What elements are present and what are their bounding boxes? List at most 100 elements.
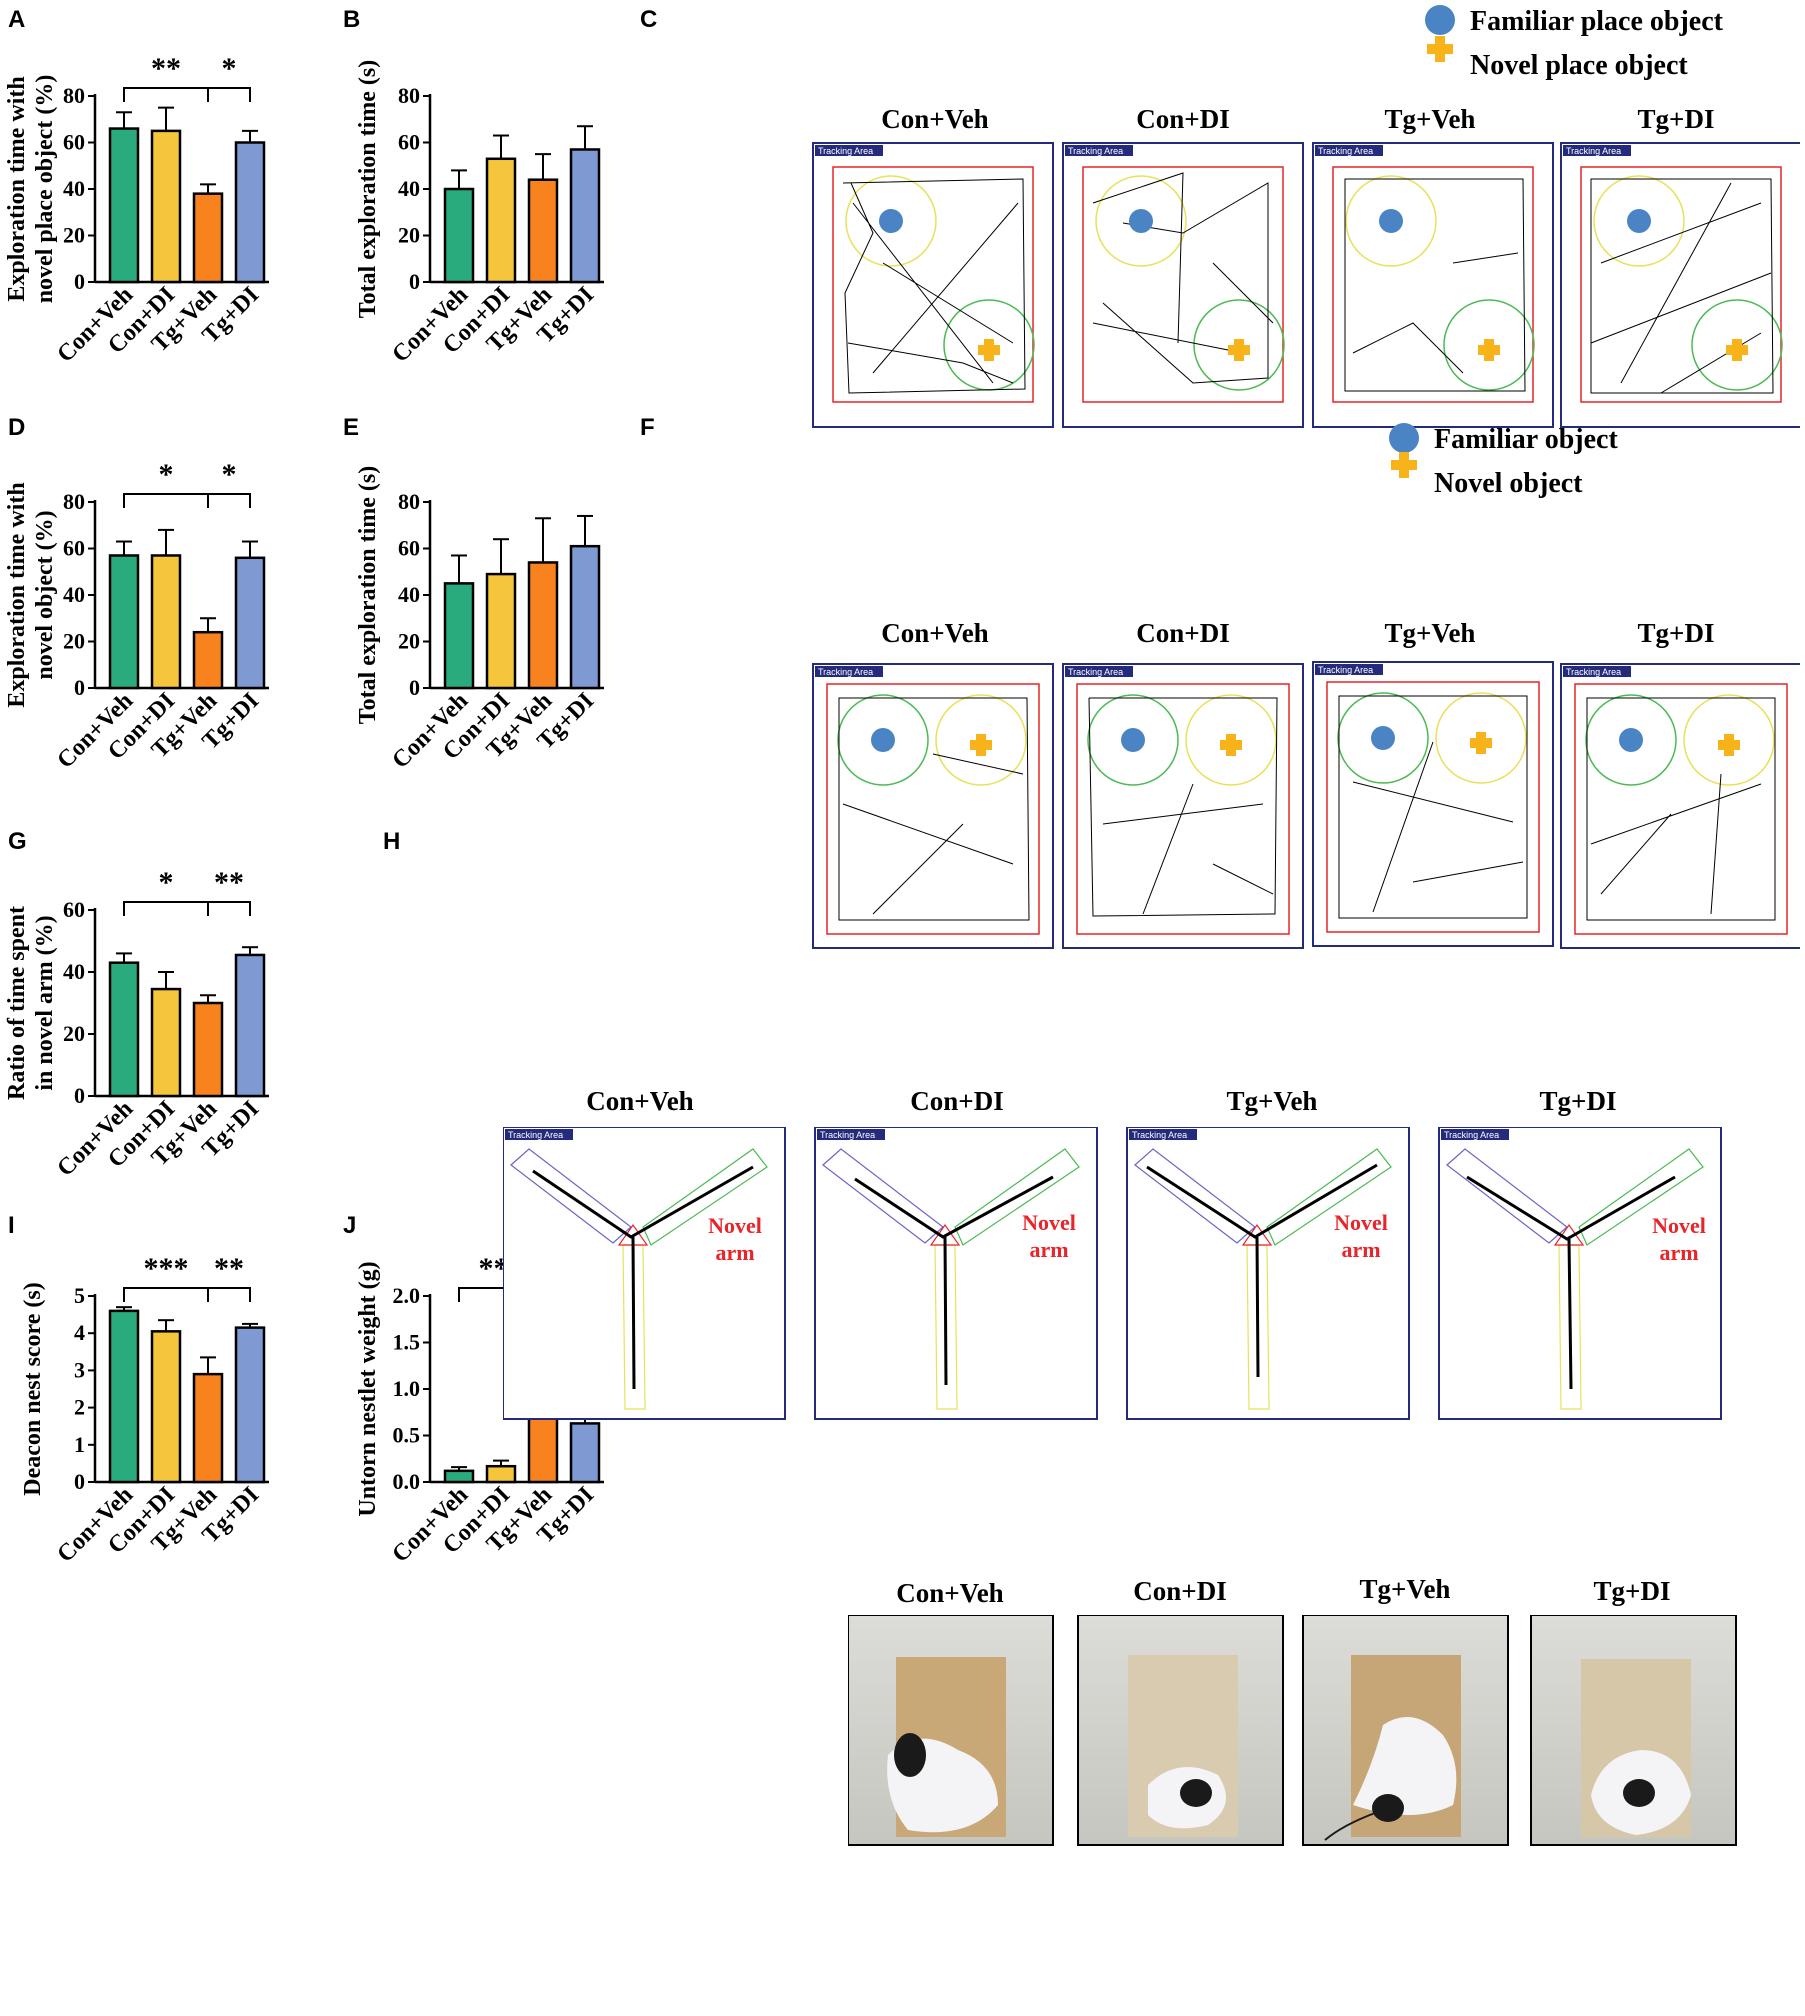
chart-i-nest-score: Deacon nest score (s) 012345Con+VehCon+DI… [20,1252,269,1568]
track-arena: Tracking Area [1560,142,1800,428]
y-tick-label: 0 [74,1469,85,1494]
y-axis-label-line: in novel arm (%) [32,915,58,1090]
legend-f: Familiar object Novel object [1389,423,1618,499]
significance-label: * [159,458,174,491]
chart-j-untorn-nestlet: Untorn nestlet weight (g) 0.0 0.5 1.0 1.5 2.0… [355,1252,604,1568]
bar [485,157,517,284]
y-tick-label: 2 [74,1395,85,1420]
y-axis-label-line: Ratio of time spent [4,906,30,1100]
legend-f-novel: Novel object [1434,468,1583,499]
y-tick-label: 40 [398,582,420,607]
nest-photo [1077,1615,1284,1846]
y-tick-label: 2.0 [393,1283,421,1308]
svg-text:Tracking Area: Tracking Area [1318,665,1373,675]
y-axis-label: Exploration time withnovel place object … [4,75,58,304]
panel-f-tracks: Con+Veh Con+DI Tg+Veh Tg+DI Tracking Are… [812,618,1800,949]
bar [108,961,140,1098]
y-tick-label: 40 [63,176,85,201]
novel-arm-label: arm [1029,1237,1068,1262]
bar [150,987,182,1098]
bar [443,582,475,690]
y-tick-label: 40 [63,582,85,607]
ymaze-arena: Tracking Area Novel arm [1126,1127,1410,1420]
novel-arm-label: Novel [1334,1210,1388,1235]
y-axis-label-line: Total exploration time (s) [355,466,381,724]
novel-arm-label: Novel [1652,1213,1706,1238]
bar [234,1326,266,1484]
bar [569,544,601,690]
novel-object-icon [1427,36,1453,62]
track-arena: Tracking Area [1062,142,1304,428]
panel-label-j: J [343,1212,357,1239]
y-axis-label-line: Exploration time with [4,482,30,707]
track-title: Con+Veh [881,618,988,648]
significance-bracket [207,87,251,102]
legend-c-familiar: Familiar place object [1470,6,1724,37]
bar [192,192,224,284]
novel-object-icon [1391,452,1417,478]
svg-text:Tracking Area: Tracking Area [1132,1130,1187,1140]
bar [443,187,475,284]
ymaze-arena: Tracking Area Novel arm [814,1127,1098,1420]
y-tick-label: 60 [63,536,85,561]
track-arena: Tracking Area [812,663,1054,949]
y-tick-label: 0 [74,675,85,700]
significance-bracket [207,1287,251,1302]
novel-arm-label: Novel [1022,1210,1076,1235]
y-tick-label: 0 [409,675,420,700]
y-tick-label: 0 [74,269,85,294]
y-axis-label-line: Untorn nestlet weight (g) [355,1261,381,1516]
y-tick-label: 60 [398,536,420,561]
y-axis-label-line: Total exploration time (s) [355,60,381,318]
y-tick-label: 20 [398,223,420,248]
nest-photo [848,1615,1054,1846]
y-tick-label: 4 [74,1320,85,1345]
panel-label-d: D [8,414,26,441]
nest-title: Con+Veh [896,1578,1003,1608]
bar [569,1422,601,1484]
legend-f-familiar: Familiar object [1434,424,1618,455]
track-arena: Tracking Area [1560,663,1800,949]
panel-c-tracks: Con+Veh Con+DI Tg+Veh Tg+DI Tracking Are… [812,104,1800,428]
bar [485,572,517,690]
track-title: Tg+DI [1638,104,1715,134]
chart-g-novel-arm: Ratio of time spentin novel arm (%) 0 20 40… [4,866,269,1182]
novel-arm-label: arm [1341,1237,1380,1262]
svg-text:Tracking Area: Tracking Area [818,667,873,677]
panel-label-c: C [640,6,658,33]
panel-label-e: E [343,414,360,441]
chart-d-novel-object: Exploration time withnovel object (%) 0 20… [4,458,269,774]
bar [150,554,182,690]
y-axis-label: Exploration time withnovel object (%) [4,482,58,707]
ymaze-arena: Tracking Area Novel arm [1438,1127,1722,1420]
y-axis-label: Total exploration time (s) [355,466,381,724]
bar [150,129,182,284]
ymaze-title: Tg+DI [1540,1086,1617,1116]
significance-label: *** [144,1252,189,1285]
svg-text:Tracking Area: Tracking Area [508,1130,563,1140]
significance-label: * [222,52,237,85]
bar [192,1001,224,1098]
bar [234,141,266,284]
svg-text:Tracking Area: Tracking Area [1566,667,1621,677]
y-axis-label: Deacon nest score (s) [20,1282,46,1496]
legend-c-novel: Novel place object [1470,50,1688,81]
svg-text:Tracking Area: Tracking Area [1068,146,1123,156]
panel-label-f: F [640,414,655,441]
significance-bracket [123,1287,209,1302]
ymaze-title: Tg+Veh [1227,1086,1318,1116]
panel-k-titles: Con+Veh Con+DI Tg+Veh Tg+DI [896,1574,1670,1608]
novel-arm-label: arm [715,1240,754,1265]
svg-text:Tracking Area: Tracking Area [820,1130,875,1140]
track-title: Tg+Veh [1385,104,1476,134]
bar [527,561,559,690]
significance-label: * [222,458,237,491]
track-title: Con+DI [1136,104,1229,134]
track-arena: Tracking Area [812,142,1054,428]
panel-label-i: I [8,1212,15,1239]
bar [150,1330,182,1484]
significance-bracket [123,493,209,508]
y-tick-label: 20 [63,1021,85,1046]
significance-bracket [123,901,209,916]
bar [234,953,266,1098]
